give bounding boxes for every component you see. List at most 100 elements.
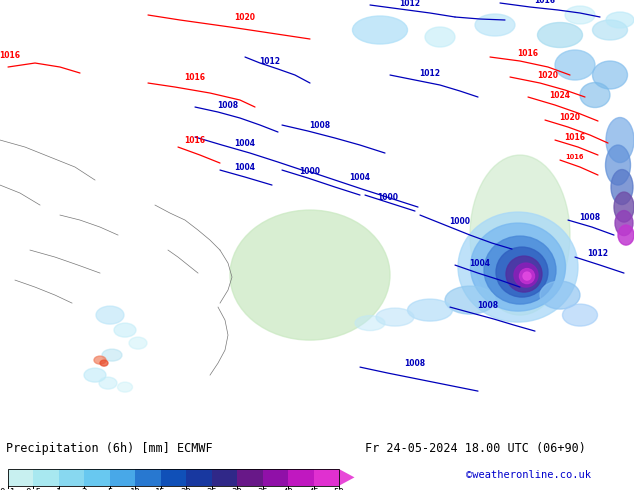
Text: 1000: 1000 — [377, 193, 399, 201]
Ellipse shape — [593, 61, 628, 89]
Ellipse shape — [618, 225, 634, 245]
Ellipse shape — [506, 256, 542, 292]
Text: 1016: 1016 — [184, 136, 205, 145]
Bar — [160, 469, 186, 486]
Text: 1008: 1008 — [217, 100, 238, 110]
Bar — [8, 469, 339, 486]
Text: 1020: 1020 — [235, 13, 256, 22]
Text: 10: 10 — [130, 489, 141, 490]
Text: 2: 2 — [81, 489, 87, 490]
Ellipse shape — [614, 192, 634, 222]
Text: 1004: 1004 — [349, 172, 370, 182]
Ellipse shape — [355, 316, 385, 331]
Bar — [314, 469, 339, 486]
Ellipse shape — [458, 212, 578, 322]
Text: 20: 20 — [181, 489, 191, 490]
Text: 1024: 1024 — [550, 91, 571, 99]
Text: 50: 50 — [334, 489, 344, 490]
Text: 1020: 1020 — [538, 71, 559, 79]
Text: 1008: 1008 — [477, 300, 498, 310]
Ellipse shape — [514, 263, 538, 287]
Text: 1020: 1020 — [559, 113, 581, 122]
Text: 1004: 1004 — [470, 259, 491, 268]
Text: 25: 25 — [206, 489, 217, 490]
Ellipse shape — [114, 323, 136, 337]
Text: 1016: 1016 — [566, 154, 585, 160]
Ellipse shape — [475, 14, 515, 36]
Bar — [8, 469, 33, 486]
Text: 1004: 1004 — [235, 139, 256, 147]
Text: 1000: 1000 — [450, 217, 470, 225]
Ellipse shape — [99, 377, 117, 389]
Ellipse shape — [94, 356, 106, 364]
Ellipse shape — [562, 304, 597, 326]
Ellipse shape — [615, 211, 633, 236]
Ellipse shape — [496, 247, 548, 297]
Ellipse shape — [555, 50, 595, 80]
Ellipse shape — [593, 20, 628, 40]
Ellipse shape — [470, 223, 566, 311]
Ellipse shape — [580, 82, 610, 107]
Text: 1008: 1008 — [404, 359, 425, 368]
Bar — [84, 469, 110, 486]
Ellipse shape — [519, 269, 534, 284]
Text: 1012: 1012 — [399, 0, 420, 7]
Ellipse shape — [129, 337, 147, 349]
Ellipse shape — [606, 118, 634, 163]
Ellipse shape — [96, 306, 124, 324]
Ellipse shape — [523, 272, 531, 280]
Ellipse shape — [484, 236, 556, 304]
Polygon shape — [339, 469, 354, 486]
Ellipse shape — [425, 27, 455, 47]
Text: 0.1: 0.1 — [0, 489, 16, 490]
Bar — [110, 469, 135, 486]
Ellipse shape — [117, 382, 133, 392]
Bar — [262, 469, 288, 486]
Text: 1016: 1016 — [517, 49, 538, 57]
Text: 1008: 1008 — [309, 121, 330, 129]
Ellipse shape — [540, 281, 580, 309]
Text: ©weatheronline.co.uk: ©weatheronline.co.uk — [466, 469, 591, 480]
Text: 40: 40 — [283, 489, 294, 490]
Text: 5: 5 — [107, 489, 112, 490]
Bar — [135, 469, 160, 486]
Ellipse shape — [611, 170, 633, 204]
Text: 1012: 1012 — [588, 248, 609, 258]
Text: 1016: 1016 — [534, 0, 555, 4]
Ellipse shape — [445, 286, 495, 314]
Text: 15: 15 — [155, 489, 166, 490]
Text: 0.5: 0.5 — [25, 489, 41, 490]
Bar — [288, 469, 314, 486]
Bar — [186, 469, 212, 486]
Text: 45: 45 — [308, 489, 319, 490]
Text: 1008: 1008 — [579, 213, 600, 221]
Ellipse shape — [470, 155, 570, 315]
Ellipse shape — [230, 210, 390, 340]
Text: 1016: 1016 — [0, 50, 20, 59]
Text: 1004: 1004 — [235, 163, 256, 172]
Ellipse shape — [100, 360, 108, 366]
Text: 1000: 1000 — [299, 167, 321, 175]
Bar — [237, 469, 262, 486]
Bar — [33, 469, 58, 486]
Text: 1012: 1012 — [259, 56, 280, 66]
Ellipse shape — [102, 349, 122, 361]
Text: 1: 1 — [56, 489, 61, 490]
Ellipse shape — [538, 23, 583, 48]
Ellipse shape — [565, 6, 595, 24]
Text: 1012: 1012 — [420, 69, 441, 77]
Ellipse shape — [605, 145, 630, 185]
Text: 1016: 1016 — [564, 132, 586, 142]
Text: Precipitation (6h) [mm] ECMWF: Precipitation (6h) [mm] ECMWF — [6, 441, 213, 455]
Text: 35: 35 — [257, 489, 268, 490]
Ellipse shape — [84, 368, 106, 382]
Text: Fr 24-05-2024 18.00 UTC (06+90): Fr 24-05-2024 18.00 UTC (06+90) — [365, 441, 585, 455]
Ellipse shape — [606, 12, 634, 28]
Ellipse shape — [408, 299, 453, 321]
Text: 1016: 1016 — [184, 73, 205, 81]
Bar — [212, 469, 237, 486]
Bar — [58, 469, 84, 486]
Text: 30: 30 — [232, 489, 243, 490]
Ellipse shape — [353, 16, 408, 44]
Ellipse shape — [376, 308, 414, 326]
